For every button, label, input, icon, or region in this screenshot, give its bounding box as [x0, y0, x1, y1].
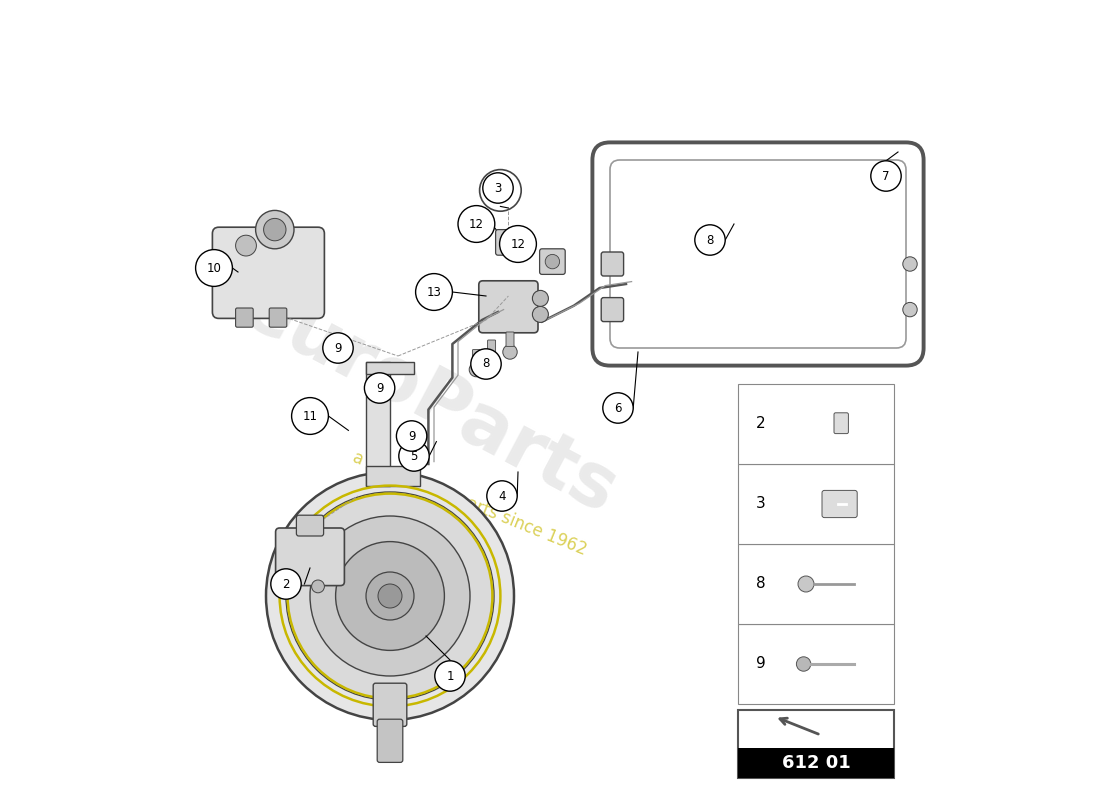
- Text: 1: 1: [447, 670, 453, 682]
- Circle shape: [292, 398, 329, 434]
- Circle shape: [286, 492, 494, 700]
- Circle shape: [871, 161, 901, 191]
- Circle shape: [310, 516, 470, 676]
- Circle shape: [532, 290, 549, 306]
- FancyBboxPatch shape: [738, 464, 894, 544]
- FancyBboxPatch shape: [235, 308, 253, 327]
- Circle shape: [903, 302, 917, 317]
- Circle shape: [487, 481, 517, 511]
- Circle shape: [502, 235, 516, 250]
- Circle shape: [396, 421, 427, 451]
- Text: euroParts: euroParts: [230, 270, 630, 530]
- Circle shape: [470, 362, 484, 377]
- Circle shape: [471, 349, 502, 379]
- Circle shape: [196, 250, 232, 286]
- FancyBboxPatch shape: [602, 252, 624, 276]
- FancyBboxPatch shape: [270, 308, 287, 327]
- Circle shape: [322, 333, 353, 363]
- FancyBboxPatch shape: [296, 515, 323, 536]
- Circle shape: [271, 569, 301, 599]
- Circle shape: [503, 345, 517, 359]
- Text: 11: 11: [302, 410, 318, 422]
- FancyBboxPatch shape: [276, 528, 344, 586]
- Text: 8: 8: [482, 358, 490, 370]
- FancyBboxPatch shape: [496, 230, 521, 255]
- Text: a passion for parts since 1962: a passion for parts since 1962: [350, 449, 590, 559]
- Text: 4: 4: [498, 490, 506, 502]
- Text: 10: 10: [207, 262, 221, 274]
- Polygon shape: [366, 466, 419, 486]
- FancyBboxPatch shape: [834, 413, 848, 434]
- Text: 9: 9: [334, 342, 342, 354]
- FancyBboxPatch shape: [478, 281, 538, 333]
- FancyBboxPatch shape: [822, 490, 857, 518]
- FancyBboxPatch shape: [738, 624, 894, 704]
- Text: 8: 8: [706, 234, 714, 246]
- FancyBboxPatch shape: [506, 332, 514, 346]
- Text: 2: 2: [283, 578, 289, 590]
- Circle shape: [364, 373, 395, 403]
- Text: 5: 5: [410, 450, 418, 462]
- Circle shape: [399, 441, 429, 471]
- FancyBboxPatch shape: [212, 227, 324, 318]
- Circle shape: [484, 353, 498, 367]
- FancyBboxPatch shape: [602, 298, 624, 322]
- Circle shape: [378, 584, 402, 608]
- FancyBboxPatch shape: [472, 350, 481, 364]
- Text: 7: 7: [882, 170, 890, 182]
- FancyBboxPatch shape: [487, 340, 496, 354]
- FancyBboxPatch shape: [540, 249, 565, 274]
- Circle shape: [603, 393, 634, 423]
- Circle shape: [796, 657, 811, 671]
- Circle shape: [483, 173, 514, 203]
- Text: 8: 8: [756, 577, 766, 591]
- Text: 3: 3: [494, 182, 502, 194]
- FancyBboxPatch shape: [738, 544, 894, 624]
- Polygon shape: [366, 362, 414, 374]
- Circle shape: [336, 542, 444, 650]
- Text: 12: 12: [510, 238, 526, 250]
- Text: 13: 13: [427, 286, 441, 298]
- Circle shape: [311, 580, 324, 593]
- Text: 12: 12: [469, 218, 484, 230]
- Circle shape: [546, 254, 560, 269]
- FancyBboxPatch shape: [738, 710, 894, 778]
- Circle shape: [903, 257, 917, 271]
- Text: 612 01: 612 01: [782, 754, 850, 772]
- Text: 9: 9: [756, 657, 766, 671]
- Circle shape: [532, 306, 549, 322]
- Circle shape: [264, 218, 286, 241]
- FancyBboxPatch shape: [373, 683, 407, 726]
- Text: 2: 2: [756, 417, 766, 431]
- Circle shape: [499, 226, 537, 262]
- Circle shape: [255, 210, 294, 249]
- Circle shape: [416, 274, 452, 310]
- Text: 6: 6: [614, 402, 622, 414]
- FancyBboxPatch shape: [738, 384, 894, 464]
- Polygon shape: [366, 362, 390, 486]
- Text: 9: 9: [376, 382, 384, 394]
- Circle shape: [284, 580, 296, 593]
- Text: 9: 9: [408, 430, 416, 442]
- Circle shape: [266, 472, 514, 720]
- FancyBboxPatch shape: [738, 748, 894, 778]
- Circle shape: [235, 235, 256, 256]
- Circle shape: [458, 206, 495, 242]
- Text: 3: 3: [756, 497, 766, 511]
- Circle shape: [434, 661, 465, 691]
- FancyBboxPatch shape: [377, 719, 403, 762]
- Circle shape: [798, 576, 814, 592]
- Circle shape: [366, 572, 414, 620]
- Circle shape: [695, 225, 725, 255]
